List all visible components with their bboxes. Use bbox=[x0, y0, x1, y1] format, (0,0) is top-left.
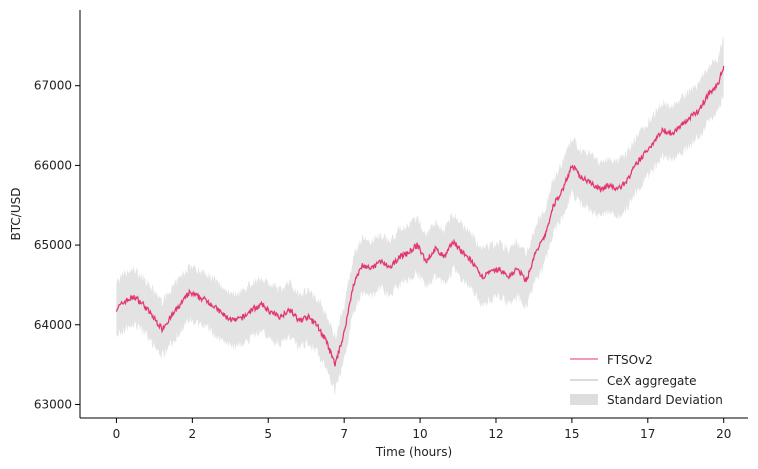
legend-label-standard-deviation: Standard Deviation bbox=[607, 393, 723, 407]
x-tick-label: 10 bbox=[412, 427, 427, 441]
y-tick-label: 63000 bbox=[34, 397, 72, 411]
x-tick-label: 2 bbox=[189, 427, 197, 441]
x-axis-label: Time (hours) bbox=[375, 445, 452, 459]
legend-label-ftsov2: FTSOv2 bbox=[607, 353, 653, 367]
ftsov2-line bbox=[115, 65, 725, 367]
axes bbox=[79, 10, 748, 419]
y-tick-label: 64000 bbox=[34, 318, 72, 332]
x-tick-label: 0 bbox=[113, 427, 121, 441]
x-tick-label: 15 bbox=[564, 427, 579, 441]
legend-swatch-standard-deviation bbox=[570, 394, 598, 405]
y-tick-label: 66000 bbox=[34, 158, 72, 172]
x-tick-label: 12 bbox=[488, 427, 503, 441]
x-ticks: 0 2 5 7 10 12 15 17 20 bbox=[113, 418, 731, 441]
y-axis-label: BTC/USD bbox=[9, 188, 23, 241]
y-ticks: 63000 64000 65000 66000 67000 bbox=[34, 79, 80, 411]
x-tick-label: 7 bbox=[340, 427, 348, 441]
standard-deviation-band bbox=[116, 35, 724, 396]
x-tick-label: 5 bbox=[264, 427, 272, 441]
x-tick-label: 20 bbox=[716, 427, 731, 441]
x-tick-label: 17 bbox=[640, 427, 655, 441]
legend: FTSOv2 CeX aggregate Standard Deviation bbox=[570, 353, 723, 407]
legend-label-cex-aggregate: CeX aggregate bbox=[607, 374, 697, 388]
y-tick-label: 67000 bbox=[34, 79, 72, 93]
y-tick-label: 65000 bbox=[34, 238, 72, 252]
